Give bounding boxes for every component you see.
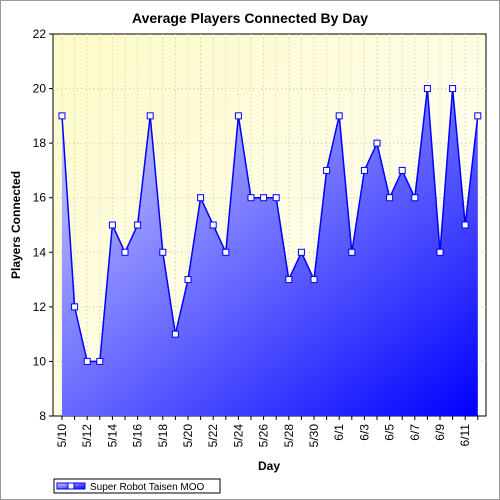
y-axis-ticks: 8 10 12 14 16 18 20 22 [33, 27, 53, 423]
series-area [62, 88, 478, 417]
data-point [436, 248, 444, 256]
data-point [260, 194, 268, 202]
x-tick-label: 6/3 [357, 424, 371, 441]
data-point [58, 112, 66, 120]
data-point [197, 194, 205, 202]
x-tick-label: 6/9 [433, 424, 447, 441]
data-point [247, 194, 255, 202]
data-point [360, 166, 368, 174]
data-point [285, 276, 293, 284]
x-tick-label: 5/26 [257, 424, 271, 448]
data-point [171, 330, 179, 338]
data-points [58, 85, 482, 365]
data-point [121, 248, 129, 256]
x-tick-label: 6/11 [458, 424, 472, 447]
data-point [411, 194, 419, 202]
y-axis-label: Players Connected [9, 171, 23, 279]
data-point [222, 248, 230, 256]
data-point [272, 194, 280, 202]
y-tick-label: 12 [33, 300, 47, 314]
x-tick-label: 5/28 [282, 424, 296, 448]
x-tick-label: 5/22 [206, 424, 220, 448]
x-tick-label: 6/1 [332, 424, 346, 441]
data-point [335, 112, 343, 120]
data-point [209, 221, 217, 229]
data-point [83, 357, 91, 365]
data-point [423, 85, 431, 93]
data-point [474, 112, 482, 120]
series-line [61, 88, 479, 363]
y-tick-label: 20 [33, 82, 47, 96]
x-tick-label: 6/7 [408, 424, 422, 441]
data-point [159, 248, 167, 256]
data-point [461, 221, 469, 229]
x-tick-label: 5/14 [105, 424, 119, 448]
y-tick-label: 22 [33, 27, 47, 41]
data-point [323, 166, 331, 174]
x-tick-label: 5/18 [156, 424, 170, 448]
data-point [134, 221, 142, 229]
legend-box [53, 478, 221, 494]
x-tick-label: 5/24 [231, 424, 245, 448]
x-axis-label: Day [258, 459, 280, 473]
x-tick-label: 6/5 [383, 424, 397, 441]
y-tick-label: 18 [33, 136, 47, 150]
legend: Super Robot Taisen MOO [53, 478, 221, 494]
y-tick-label: 14 [33, 245, 47, 259]
x-tick-label: 5/20 [181, 424, 195, 448]
y-tick-label: 10 [33, 354, 47, 368]
data-point [373, 139, 381, 147]
data-point [71, 303, 79, 311]
y-tick-label: 8 [39, 409, 46, 423]
data-point [449, 85, 457, 93]
data-point [398, 166, 406, 174]
data-point [234, 112, 242, 120]
data-point [96, 357, 104, 365]
data-point [348, 248, 356, 256]
data-point [386, 194, 394, 202]
data-point [146, 112, 154, 120]
x-tick-label: 5/12 [80, 424, 94, 448]
x-tick-label: 5/30 [307, 424, 321, 448]
x-tick-label: 5/16 [131, 424, 145, 448]
x-axis-ticks: 5/10 5/12 5/14 5/16 5/18 5/20 5/22 5/24 5/26 5/28… [55, 416, 479, 448]
data-point [108, 221, 116, 229]
x-tick-label: 5/10 [55, 424, 69, 448]
data-point [297, 248, 305, 256]
chart-title: Average Players Connected By Day [132, 10, 368, 26]
data-point [310, 276, 318, 284]
y-tick-label: 16 [33, 191, 47, 205]
legend-label: Super Robot Taisen MOO [90, 482, 205, 493]
legend-marker [67, 482, 75, 490]
data-point [184, 276, 192, 284]
